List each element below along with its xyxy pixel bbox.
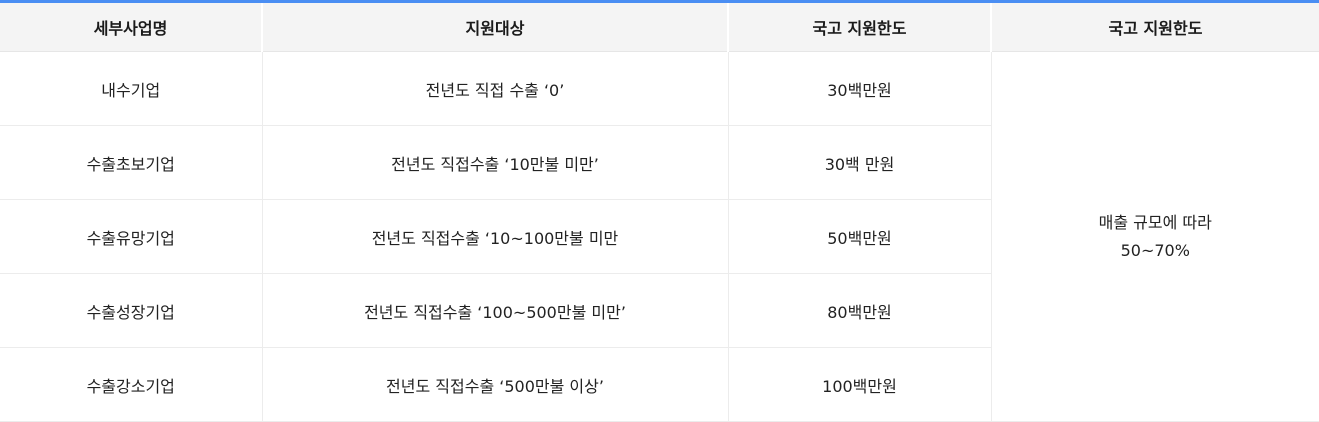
table-row: 내수기업 전년도 직접 수출 ‘0’ 30백만원 매출 규모에 따라 50~70… <box>0 51 1319 422</box>
cell-support-limit: 30백만원 <box>727 51 991 126</box>
cell-project-name: 수출성장기업 <box>0 273 262 348</box>
table-header-row: 세부사업명 지원대상 국고 지원한도 국고 지원한도 <box>0 0 1319 52</box>
support-ratio-value: 50~70% <box>1120 240 1190 260</box>
cell-project-name: 수출강소기업 <box>0 347 262 422</box>
cell-support-target: 전년도 직접수출 ‘10~100만불 미만 <box>261 199 728 274</box>
support-ratio-text: 매출 규모에 따라 <box>1098 212 1212 232</box>
cell-project-name: 내수기업 <box>0 51 262 126</box>
cell-support-limit: 30백 만원 <box>727 125 991 200</box>
cell-support-target: 전년도 직접수출 ‘100~500만불 미만’ <box>261 273 728 348</box>
cell-support-limit: 80백만원 <box>727 273 991 348</box>
header-project-name: 세부사업명 <box>0 0 262 52</box>
cell-project-name: 수출유망기업 <box>0 199 262 274</box>
cell-support-limit: 50백만원 <box>727 199 991 274</box>
cell-support-limit: 100백만원 <box>727 347 991 422</box>
cell-project-name: 수출초보기업 <box>0 125 262 200</box>
table-row: 수출유망기업 전년도 직접수출 ‘10~100만불 미만 50백만원 <box>0 199 1319 274</box>
header-national-limit-ratio: 국고 지원한도 <box>990 0 1319 52</box>
cell-support-target: 전년도 직접수출 ‘10만불 미만’ <box>261 125 728 200</box>
cell-support-ratio: 매출 규모에 따라 50~70% <box>990 51 1319 422</box>
header-support-target: 지원대상 <box>261 0 728 52</box>
header-national-limit: 국고 지원한도 <box>727 0 991 52</box>
cell-support-target: 전년도 직접수출 ‘500만불 이상’ <box>261 347 728 422</box>
table-row: 수출성장기업 전년도 직접수출 ‘100~500만불 미만’ 80백만원 <box>0 273 1319 348</box>
table-row: 수출강소기업 전년도 직접수출 ‘500만불 이상’ 100백만원 <box>0 347 1319 422</box>
table-row: 수출초보기업 전년도 직접수출 ‘10만불 미만’ 30백 만원 <box>0 125 1319 200</box>
cell-support-target: 전년도 직접 수출 ‘0’ <box>261 51 728 126</box>
